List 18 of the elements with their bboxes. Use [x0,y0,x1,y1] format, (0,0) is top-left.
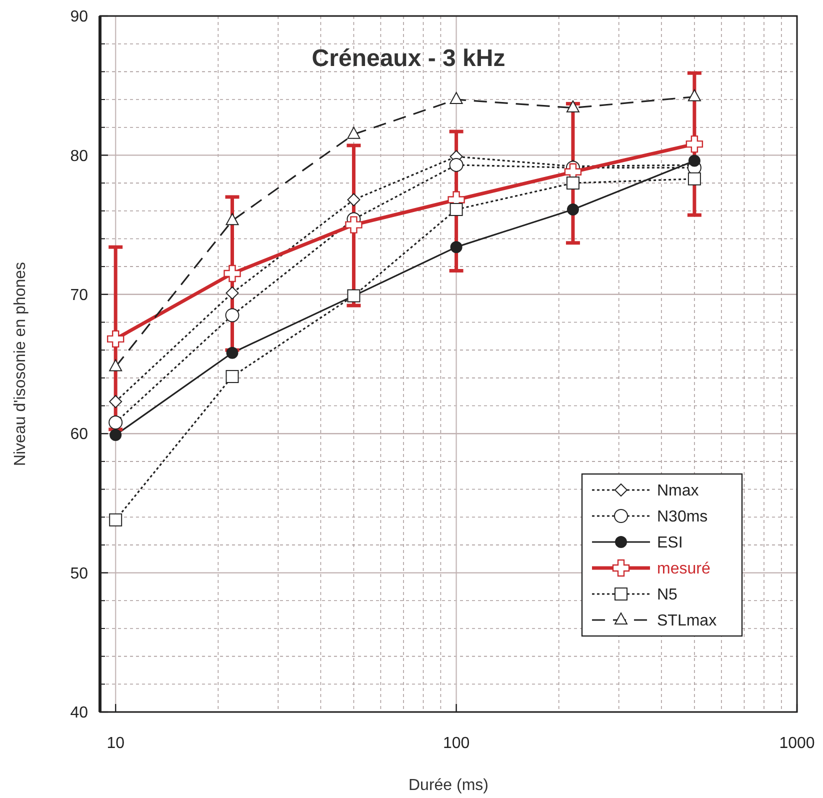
text: Créneaux - 3 kHz [312,45,506,72]
y-tick-label: 50 [70,565,88,582]
x-tick-label: 100 [442,735,470,752]
legend-label: mesuré [657,560,710,578]
y-tick-label: 80 [70,148,88,165]
y-tick-label: 40 [70,704,88,722]
x-tick-label: 10 [106,735,125,752]
legend-label: ESI [657,534,683,552]
legend-label: N5 [657,586,678,604]
y-axis-title: Niveau d'isosonie en phones [12,262,29,466]
y-tick-label: 70 [70,287,88,304]
y-tick-label: 60 [70,426,88,444]
legend-label: STLmax [657,612,717,630]
y-tick-label: 90 [70,8,88,26]
x-axis-title: Durée (ms) [408,777,489,794]
x-tick-label: 1000 [779,735,815,752]
legend-label: N30ms [657,508,708,526]
legend-label: Nmax [657,482,699,500]
